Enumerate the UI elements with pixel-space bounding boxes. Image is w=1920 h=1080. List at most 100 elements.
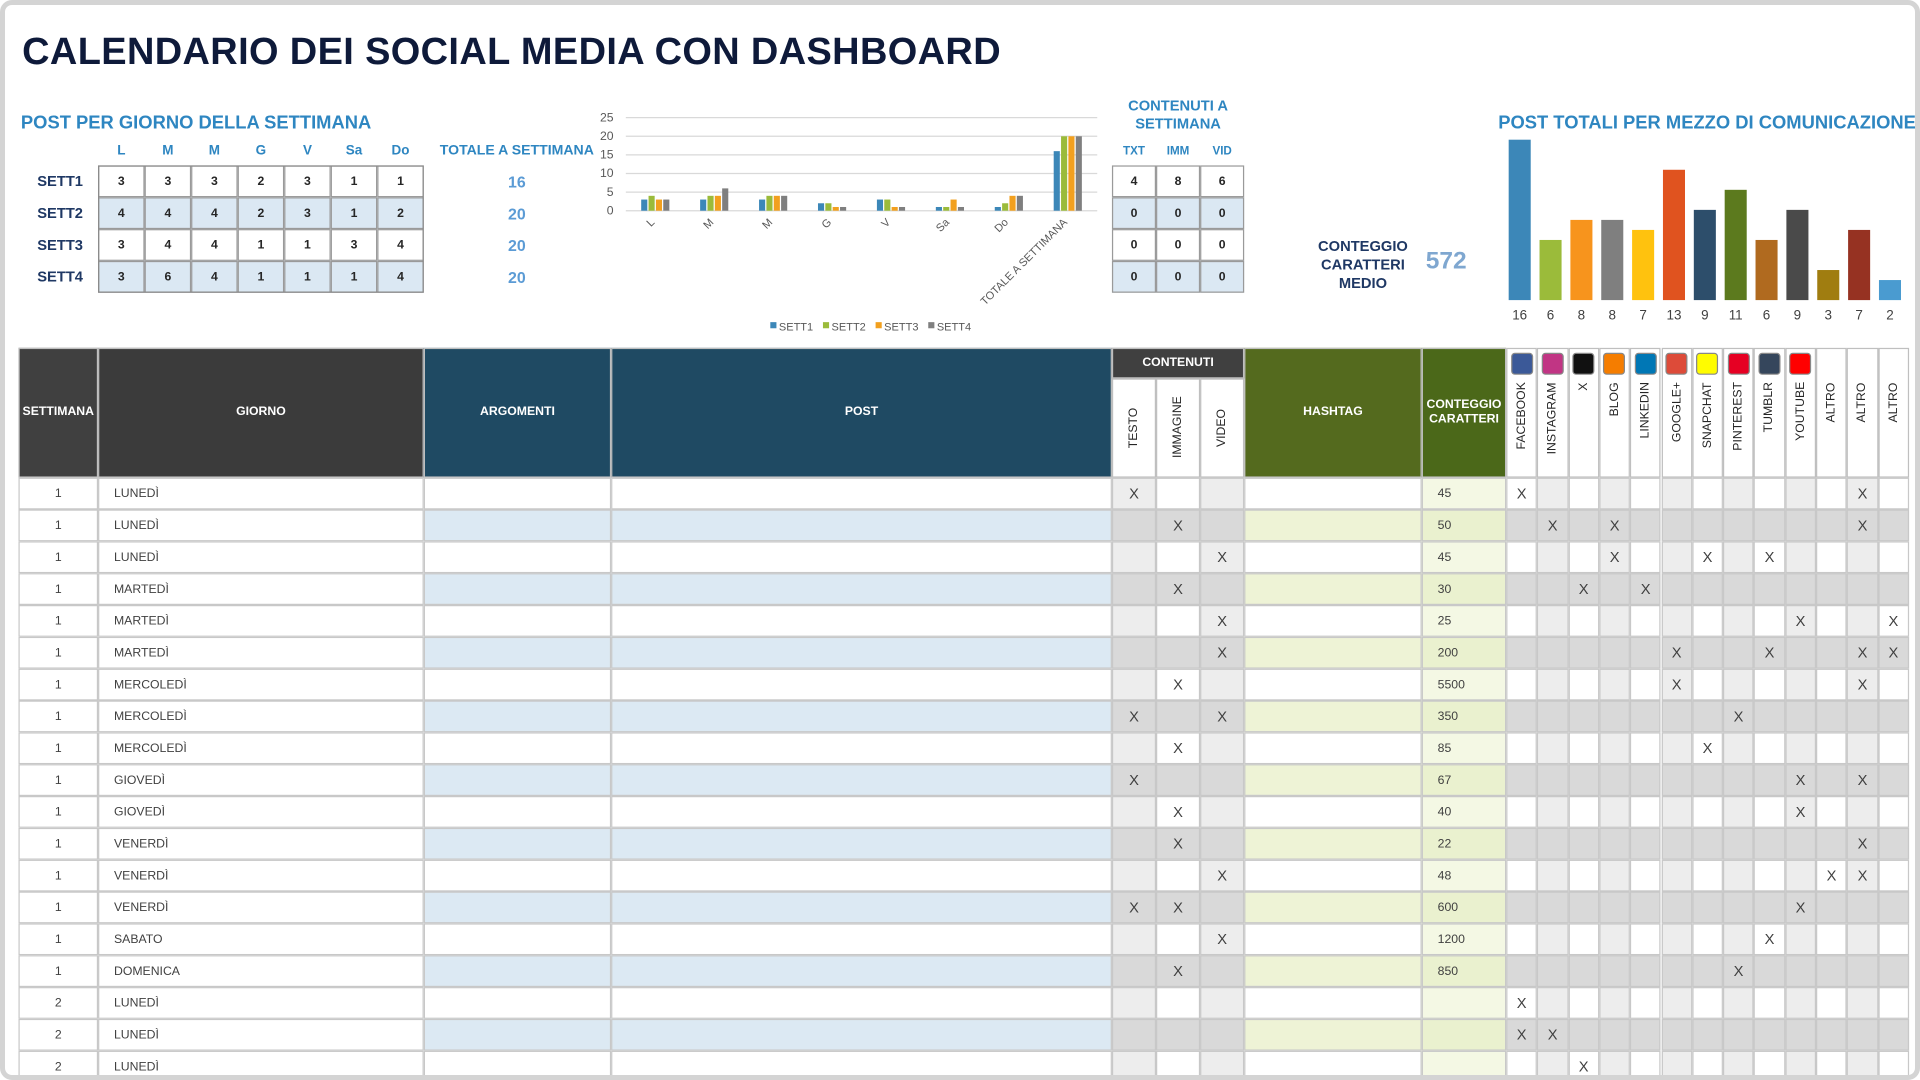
check-cell: X — [1200, 636, 1245, 669]
legend-label: SETT2 — [832, 322, 866, 334]
check-cell — [1723, 923, 1755, 956]
column-header: GOOGLE+ — [1669, 382, 1684, 443]
check-cell — [1816, 1018, 1847, 1051]
cell: 1 — [18, 573, 99, 606]
check-cell — [1568, 1018, 1600, 1051]
check-cell — [1846, 605, 1878, 637]
cell — [1244, 700, 1422, 733]
cell — [611, 605, 1112, 637]
cell — [423, 827, 612, 860]
check-cell — [1785, 636, 1817, 669]
cell — [1244, 509, 1422, 542]
check-cell — [1816, 541, 1847, 574]
cell: 1 — [18, 636, 99, 669]
check-cell — [1692, 700, 1724, 733]
x-tick-label: G — [820, 217, 835, 232]
check-cell — [1506, 668, 1538, 701]
data-label: 13 — [1666, 308, 1681, 323]
cell — [1244, 668, 1422, 701]
check-cell — [1568, 636, 1600, 669]
check-cell — [1537, 541, 1569, 574]
check-cell — [1692, 955, 1724, 988]
cell: 0 — [1200, 229, 1245, 261]
cell: 1 — [18, 732, 99, 765]
cell: MARTEDÌ — [98, 573, 424, 606]
check-cell — [1111, 732, 1157, 765]
check-cell — [1506, 859, 1538, 892]
check-cell — [1630, 668, 1662, 701]
check-cell — [1723, 796, 1755, 828]
check-cell — [1111, 827, 1157, 860]
column-cell — [1156, 378, 1201, 478]
cell: 1 — [284, 229, 331, 261]
check-cell — [1723, 605, 1755, 637]
x-tick-label: M — [701, 217, 716, 232]
cell — [611, 987, 1112, 1019]
check-cell — [1785, 1018, 1817, 1051]
check-cell — [1816, 668, 1847, 701]
check-cell: X — [1111, 764, 1157, 797]
check-cell — [1506, 923, 1538, 956]
check-cell — [1846, 987, 1878, 1019]
bar — [759, 199, 766, 211]
data-label: 7 — [1639, 308, 1646, 323]
cell — [611, 668, 1112, 701]
bar — [935, 206, 942, 211]
check-cell — [1599, 636, 1631, 669]
check-cell — [1537, 605, 1569, 637]
cell: 67 — [1421, 764, 1507, 797]
check-cell — [1754, 796, 1786, 828]
cell: 4 — [144, 197, 192, 230]
x-tick-label: M — [760, 217, 775, 232]
check-cell — [1156, 636, 1201, 669]
week-total: 16 — [507, 172, 526, 191]
cell: 4 — [191, 260, 238, 293]
check-cell — [1599, 923, 1631, 956]
column-header: IMMAGINE — [1171, 396, 1185, 459]
column-header: X — [1576, 382, 1591, 391]
cell: 850 — [1421, 955, 1507, 988]
x-tick-label: TOTALE A SETTIMANA — [979, 216, 1071, 308]
cell: 1200 — [1421, 923, 1507, 956]
check-cell: X — [1877, 636, 1909, 669]
cell — [1244, 764, 1422, 797]
check-cell — [1661, 541, 1693, 574]
cell: 1 — [18, 955, 99, 988]
legend-swatch — [928, 322, 935, 329]
check-cell — [1692, 573, 1724, 606]
check-cell — [1816, 764, 1847, 797]
check-cell: X — [1754, 636, 1786, 669]
check-cell — [1630, 987, 1662, 1019]
check-cell: X — [1754, 541, 1786, 574]
check-cell — [1816, 987, 1847, 1019]
cell: 0 — [1111, 229, 1157, 261]
check-cell: X — [1156, 732, 1201, 765]
check-cell — [1692, 923, 1724, 956]
column-header: ALTRO — [1824, 382, 1839, 423]
column-header: TESTO — [1127, 407, 1141, 448]
data-label: 3 — [1825, 308, 1832, 323]
cell — [1244, 1018, 1422, 1051]
check-cell: X — [1111, 700, 1157, 733]
check-cell — [1630, 541, 1662, 574]
cell: 600 — [1421, 891, 1507, 924]
check-cell — [1754, 987, 1786, 1019]
check-cell — [1723, 477, 1755, 510]
check-cell — [1568, 987, 1600, 1019]
column-header: LINKEDIN — [1638, 382, 1653, 439]
column-header: YOUTUBE — [1793, 382, 1808, 442]
check-cell — [1630, 605, 1662, 637]
bar — [1662, 169, 1686, 301]
cell — [1244, 987, 1422, 1019]
check-cell — [1506, 796, 1538, 828]
check-cell — [1785, 827, 1817, 860]
cell: 1 — [18, 796, 99, 828]
check-cell — [1506, 573, 1538, 606]
legend-swatch — [822, 322, 830, 329]
check-cell — [1599, 605, 1631, 637]
cell — [423, 668, 612, 701]
data-label: 6 — [1763, 308, 1770, 323]
check-cell: X — [1846, 636, 1878, 669]
check-cell — [1661, 827, 1693, 860]
